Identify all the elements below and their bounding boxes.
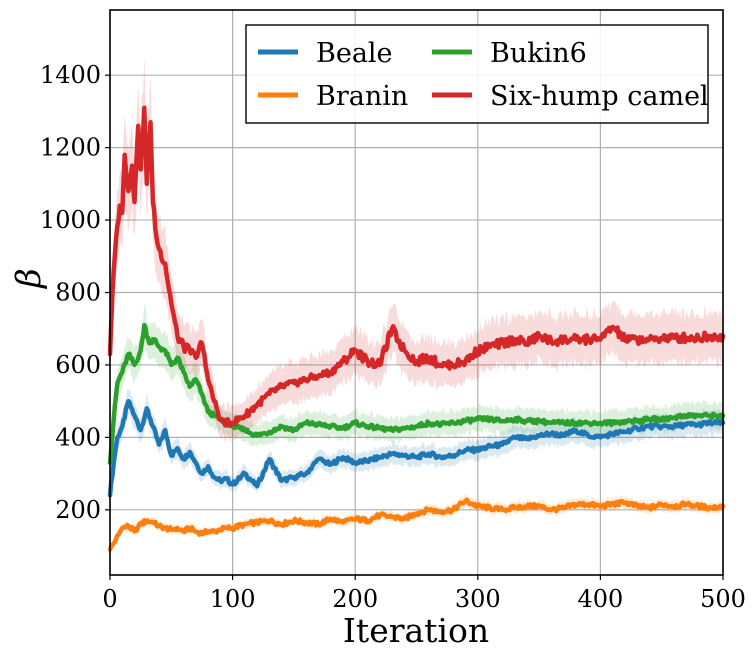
series-line-six-hump-camel [107,105,726,428]
series-line-bukin6 [107,322,726,465]
y-tick-label: 600 [55,351,101,379]
series-lines [107,105,726,552]
x-tick-label: 100 [210,585,256,613]
legend: Beale Branin Bukin6 Six-hump camel [245,24,709,124]
confidence-bands [110,55,723,553]
legend-label: Bukin6 [490,38,587,69]
y-tick-label: 800 [55,279,101,307]
y-tick-label: 200 [55,496,101,524]
y-tick-label: 1400 [40,61,101,89]
x-axis-ticks: 0 100 200 300 400 500 [102,575,746,613]
y-axis-label: β [9,268,49,290]
x-tick-label: 300 [455,585,501,613]
legend-label: Beale [316,38,393,69]
x-tick-label: 500 [700,585,746,613]
band-beale [110,389,723,502]
series-line-beale [107,398,726,498]
x-tick-label: 0 [102,585,117,613]
x-axis-label: Iteration [343,611,489,650]
y-tick-label: 1200 [40,134,101,162]
series-line-branin [107,497,726,552]
legend-box [245,24,709,124]
y-tick-label: 400 [55,423,101,451]
legend-label: Branin [316,81,408,112]
legend-label: Six-hump camel [490,81,709,112]
x-tick-label: 400 [577,585,623,613]
band-six-hump-camel [110,55,723,444]
x-tick-label: 200 [332,585,378,613]
y-tick-label: 1000 [40,206,101,234]
y-axis-ticks: 200 400 600 800 1000 1200 1400 [40,61,110,524]
